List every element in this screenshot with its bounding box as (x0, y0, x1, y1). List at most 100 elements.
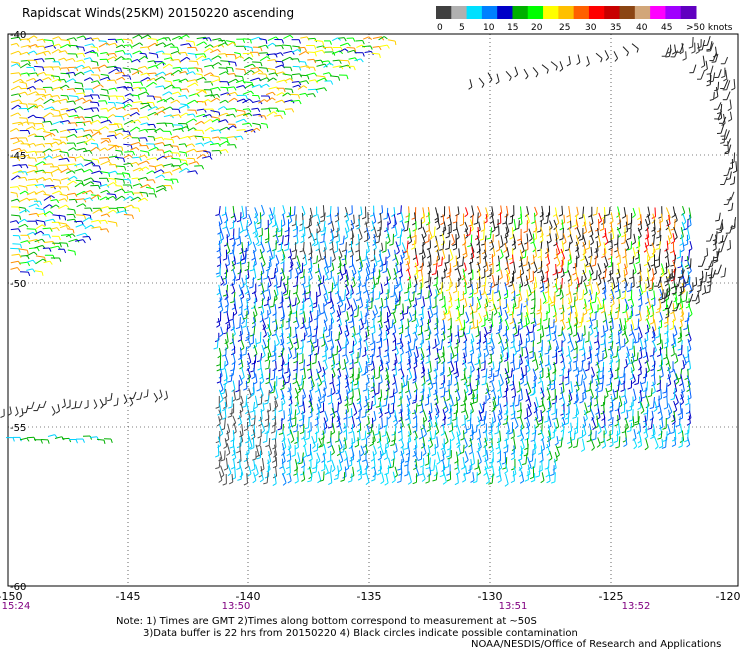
wind-barb (19, 118, 27, 119)
wind-barb (36, 46, 44, 47)
wind-barb (437, 271, 438, 278)
wind-barb (337, 241, 338, 251)
wind-barb (61, 95, 68, 96)
wind-barb (358, 305, 359, 316)
wind-barb (45, 58, 54, 59)
wind-barb-flag (395, 41, 396, 45)
wind-barb (304, 227, 305, 236)
wind-barb (631, 283, 632, 291)
wind-barb (633, 339, 634, 349)
wind-barb (311, 263, 312, 271)
wind-barb-flag (27, 187, 28, 191)
wind-barb (274, 368, 275, 379)
wind-barb (124, 215, 132, 216)
wind-barb (359, 283, 360, 292)
wind-barb (123, 179, 129, 180)
wind-barb (107, 80, 115, 81)
wind-barb (50, 67, 59, 68)
wind-barb (355, 41, 362, 42)
wind-barb (268, 297, 269, 305)
wind-barb (68, 123, 75, 124)
wind-barb (219, 68, 227, 69)
wind-barb (597, 270, 598, 279)
wind-barb (74, 221, 82, 222)
wind-barb (571, 221, 572, 228)
wind-barb (525, 250, 526, 258)
wind-barb (365, 366, 366, 374)
wind-barb (478, 354, 479, 364)
wind-barb (195, 136, 203, 137)
wind-barb (259, 53, 267, 54)
wind-barb (339, 332, 340, 340)
wind-barb (618, 310, 619, 318)
wind-barb (382, 205, 383, 212)
wind-barb (620, 255, 621, 263)
wind-barb (484, 221, 485, 230)
wind-barb (444, 325, 445, 333)
wind-barb-flag (75, 251, 76, 255)
wind-barb (189, 61, 197, 62)
wind-barb (338, 38, 344, 39)
wind-barb-flag (210, 152, 211, 156)
wind-barb (526, 318, 527, 326)
wind-barb (92, 159, 98, 160)
wind-barb-flag (65, 216, 66, 220)
wind-barb (491, 354, 492, 363)
wind-barb (312, 345, 313, 354)
wind-barb (220, 61, 228, 62)
wind-barb (389, 283, 390, 293)
wind-barb (332, 283, 333, 292)
wind-barb (570, 214, 571, 221)
wind-barb (401, 228, 402, 236)
wind-barb (522, 347, 523, 356)
wind-barb (226, 67, 232, 68)
wind-barb (458, 261, 459, 268)
wind-barb (252, 62, 261, 63)
wind-barb (36, 117, 44, 118)
wind-barb (360, 325, 361, 333)
wind-barb (83, 237, 89, 238)
wind-barb (655, 208, 656, 217)
wind-barb (287, 276, 288, 284)
wind-barb (407, 306, 408, 313)
wind-barb (445, 269, 446, 278)
wind-barb (233, 368, 234, 375)
wind-barb (99, 41, 106, 42)
wind-barb (69, 157, 75, 158)
wind-barb (34, 66, 43, 67)
wind-barb (77, 53, 83, 54)
wind-barb-flag (17, 193, 18, 197)
wind-barb (115, 116, 123, 117)
wind-barb (443, 241, 444, 250)
wind-barb (140, 53, 146, 54)
wind-barb (124, 45, 130, 46)
wind-barb (59, 243, 67, 244)
wind-barb (653, 312, 654, 322)
wind-barb (99, 158, 108, 159)
wind-barb (347, 48, 355, 49)
wind-barb (243, 82, 252, 83)
wind-barb (612, 240, 613, 248)
wind-barb (576, 362, 577, 370)
wind-barb (562, 327, 563, 335)
wind-barb (253, 277, 254, 287)
wind-barb (246, 347, 247, 354)
wind-barb (564, 215, 565, 223)
wind-barb (332, 233, 333, 241)
wind-barb-flag (37, 167, 38, 171)
wind-barb (605, 248, 606, 256)
wind-barb (507, 353, 508, 360)
wind-barb (472, 289, 473, 296)
wind-barb (456, 256, 457, 266)
wind-barb (295, 206, 296, 215)
wind-barb (498, 285, 499, 292)
wind-barb (485, 277, 486, 285)
wind-barb (290, 311, 291, 321)
wind-barb (479, 339, 480, 347)
wind-barb (634, 346, 635, 356)
wind-barb (246, 319, 247, 326)
wind-barb (379, 291, 380, 298)
wind-barb (76, 47, 83, 48)
wind-barb (382, 261, 383, 270)
wind-barb (374, 325, 375, 332)
